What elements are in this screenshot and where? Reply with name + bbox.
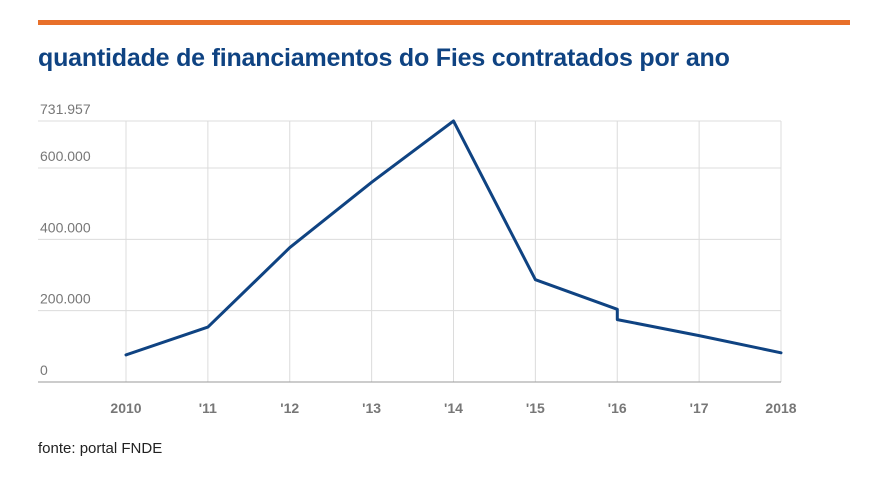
x-tick-label: 2018 [765, 400, 796, 416]
line-chart: 0 200.000 400.000 600.000 731.957 2010 '11 '12… [38, 101, 797, 416]
x-tick-label: '15 [526, 400, 545, 416]
x-tick-label: '13 [362, 400, 381, 416]
x-tick-label: '12 [280, 400, 299, 416]
top-accent-rule [38, 20, 850, 25]
x-tick-label: '17 [690, 400, 709, 416]
y-axis-tick-labels: 0 200.000 400.000 600.000 731.957 [40, 101, 91, 378]
x-tick-label: '16 [608, 400, 627, 416]
x-tick-label: '11 [199, 400, 217, 416]
y-tick-label: 0 [40, 362, 48, 378]
x-tick-label: '14 [444, 400, 463, 416]
x-axis-tick-labels: 2010 '11 '12 '13 '14 '15 '16 '17 2018 [110, 400, 796, 416]
horizontal-gridlines [38, 120, 781, 312]
y-tick-label: 731.957 [40, 101, 91, 117]
series-line [124, 119, 783, 357]
y-tick-label: 200.000 [40, 291, 91, 307]
source-note: fonte: portal FNDE [38, 440, 163, 457]
y-tick-label: 600.000 [40, 148, 91, 164]
vertical-gridlines [125, 121, 782, 382]
x-tick-label: 2010 [110, 400, 141, 416]
y-tick-label: 400.000 [40, 219, 91, 235]
chart-title: quantidade de financiamentos do Fies con… [38, 44, 730, 72]
